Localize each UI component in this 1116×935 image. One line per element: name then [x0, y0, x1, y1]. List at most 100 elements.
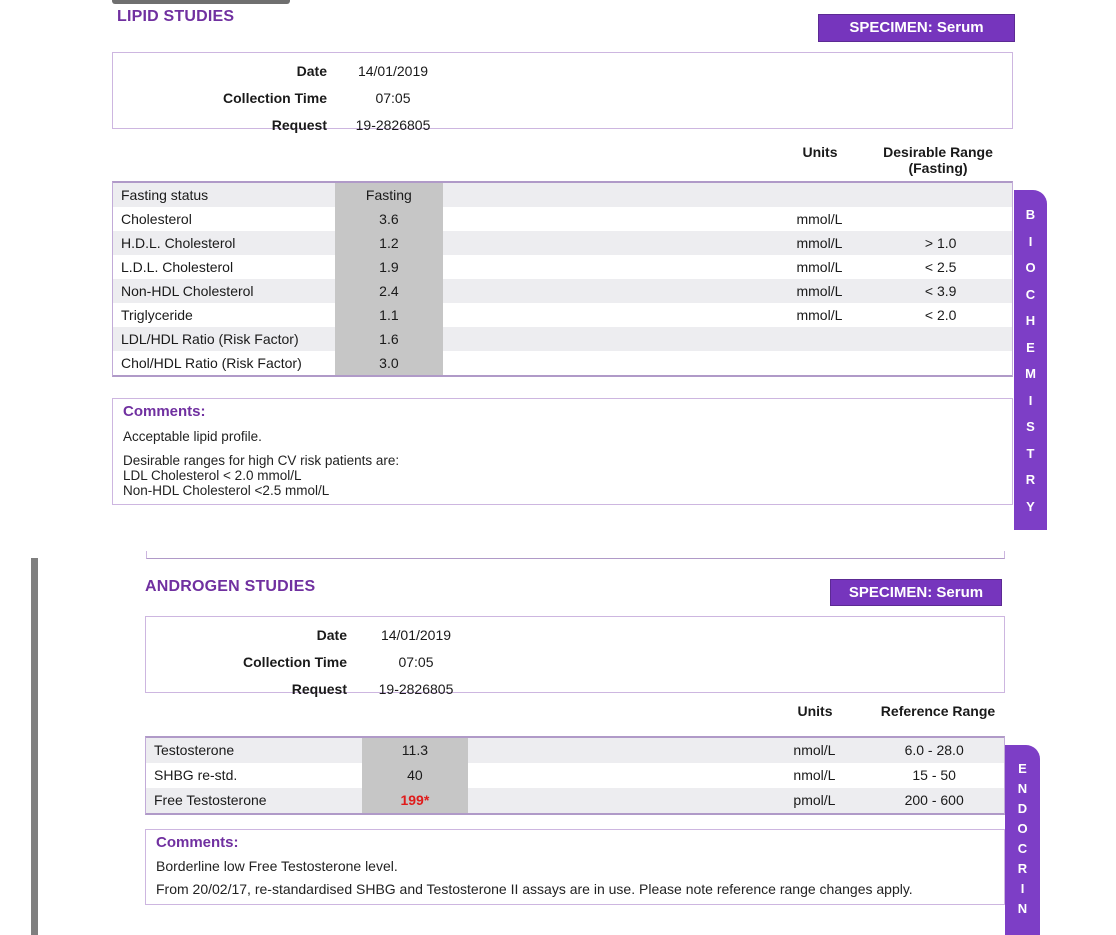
request-value: 19-2826805 [355, 117, 431, 133]
range-column-header: Desirable Range (Fasting) [863, 144, 1013, 176]
result-units: mmol/L [796, 211, 843, 227]
comment-line: Desirable ranges for high CV risk patien… [123, 453, 400, 468]
analyte-name: L.D.L. Cholesterol [121, 259, 234, 275]
side-tab-letter: R [1017, 861, 1028, 876]
collection-time-label: Collection Time [243, 654, 347, 670]
result-value: Fasting [334, 183, 444, 207]
side-tab-letter: E [1018, 761, 1027, 776]
side-tab-letter: I [1028, 392, 1033, 408]
table-row: L.D.L. Cholesterol 1.9 mmol/L < 2.5 [113, 255, 1012, 279]
result-range: 15 - 50 [912, 767, 956, 783]
cropped-box-bottom-border [146, 551, 1005, 559]
row-spacer [468, 788, 764, 813]
table-row: Chol/HDL Ratio (Risk Factor) 3.0 [113, 351, 1012, 375]
side-tab-letter: B [1025, 207, 1036, 222]
lipid-results-table: Fasting status Fasting Cholesterol 3.6 m… [112, 181, 1013, 377]
request-label: Request [271, 117, 327, 133]
side-tab-letter: I [1020, 881, 1025, 896]
info-row-request: Request 19-2826805 [146, 676, 1004, 703]
side-tab-letter: Y [1026, 498, 1035, 514]
request-label: Request [291, 681, 347, 697]
result-units: mmol/L [796, 259, 843, 275]
info-row-request: Request 19-2826805 [113, 112, 1012, 139]
result-range [869, 327, 1012, 351]
result-units: pmol/L [793, 792, 836, 808]
units-column-header: Units [802, 144, 838, 160]
page-edge-bar [31, 558, 38, 935]
result-range: < 2.0 [924, 307, 957, 323]
side-tab-letter: N [1017, 781, 1028, 796]
result-value: 1.1 [334, 303, 444, 327]
result-units [770, 327, 870, 351]
result-range: < 3.9 [924, 283, 957, 299]
result-range [869, 207, 1012, 231]
row-spacer [468, 738, 764, 763]
result-value: 1.2 [334, 231, 444, 255]
result-units: mmol/L [796, 235, 843, 251]
androgen-results-table: Testosterone 11.3 nmol/L 6.0 - 28.0 SHBG… [145, 736, 1005, 815]
result-value: 2.4 [334, 279, 444, 303]
collection-info-box: Date 14/01/2019 Collection Time 07:05 Re… [145, 616, 1005, 697]
analyte-name: Cholesterol [121, 211, 192, 227]
analyte-name: Non-HDL Cholesterol [121, 283, 254, 299]
analyte-name: SHBG re-std. [154, 767, 238, 783]
result-range: > 1.0 [924, 235, 957, 251]
range-header-line1: Desirable Range [883, 144, 993, 160]
specimen-badge: SPECIMEN: Serum [818, 14, 1015, 42]
result-range [869, 183, 1012, 207]
side-tab-letter: T [1026, 445, 1035, 461]
row-spacer [468, 763, 764, 788]
result-units: mmol/L [796, 283, 843, 299]
side-tab-letter: H [1025, 313, 1036, 328]
table-row: Fasting status Fasting [113, 183, 1012, 207]
row-spacer [443, 351, 769, 375]
table-row: Cholesterol 3.6 mmol/L [113, 207, 1012, 231]
side-tab-letter: R [1025, 472, 1036, 487]
comments-box: Comments: Acceptable lipid profile. Desi… [112, 398, 1013, 505]
table-row: Free Testosterone 199* pmol/L 200 - 600 [146, 788, 1004, 813]
row-spacer [443, 279, 769, 303]
table-row: H.D.L. Cholesterol 1.2 mmol/L > 1.0 [113, 231, 1012, 255]
table-row: SHBG re-std. 40 nmol/L 15 - 50 [146, 763, 1004, 788]
side-tab-letter: N [1017, 901, 1028, 916]
comment-paragraph: Desirable ranges for high CV risk patien… [123, 453, 1002, 498]
request-value: 19-2826805 [378, 681, 454, 697]
analyte-name: Triglyceride [121, 307, 193, 323]
result-units [770, 351, 870, 375]
row-spacer [443, 327, 769, 351]
row-spacer [443, 231, 769, 255]
comment-paragraph: From 20/02/17, re-standardised SHBG and … [156, 882, 994, 897]
side-tab-letter: E [1026, 339, 1035, 355]
date-label: Date [296, 63, 327, 79]
result-units: nmol/L [793, 742, 836, 758]
comments-box: Comments: Borderline low Free Testostero… [145, 829, 1005, 905]
comment-line: Acceptable lipid profile. [123, 429, 262, 444]
collection-time-label: Collection Time [223, 90, 327, 106]
result-value: 3.0 [334, 351, 444, 375]
table-row: Testosterone 11.3 nmol/L 6.0 - 28.0 [146, 738, 1004, 763]
analyte-name: H.D.L. Cholesterol [121, 235, 236, 251]
comments-heading: Comments: [123, 403, 206, 420]
row-spacer [443, 183, 769, 207]
result-value: 11.3 [361, 738, 469, 763]
side-tab-letter: D [1017, 801, 1028, 816]
side-tab-letter: O [1025, 260, 1036, 275]
analyte-name: Chol/HDL Ratio (Risk Factor) [121, 355, 302, 371]
side-tab-letter: O [1017, 821, 1028, 836]
info-row-date: Date 14/01/2019 [146, 622, 1004, 649]
analyte-name: Testosterone [154, 742, 235, 758]
range-column-header: Reference Range [880, 703, 996, 719]
info-row-collection-time: Collection Time 07:05 [146, 649, 1004, 676]
row-spacer [443, 255, 769, 279]
info-row-date: Date 14/01/2019 [113, 58, 1012, 85]
date-value: 14/01/2019 [380, 627, 452, 643]
comment-line: Borderline low Free Testosterone level. [156, 858, 398, 874]
table-row: Triglyceride 1.1 mmol/L < 2.0 [113, 303, 1012, 327]
section-title-lipid: LIPID STUDIES [117, 8, 235, 25]
result-range: < 2.5 [924, 259, 957, 275]
side-tab-letter: C [1025, 286, 1036, 302]
collection-info-box: Date 14/01/2019 Collection Time 07:05 Re… [112, 52, 1013, 133]
side-tab-letter: S [1026, 419, 1035, 434]
comment-paragraph: Borderline low Free Testosterone level. [156, 859, 994, 874]
